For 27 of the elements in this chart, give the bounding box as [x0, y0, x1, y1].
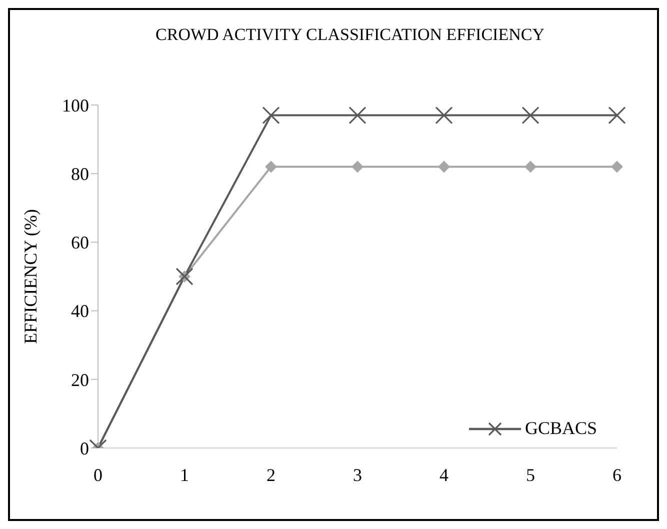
point [348, 106, 366, 124]
x-tick-label: 6 [612, 464, 622, 485]
point [262, 106, 280, 124]
point [608, 106, 626, 124]
point [522, 106, 540, 124]
y-tick-label: 80 [71, 164, 89, 184]
x-tick-label: 1 [180, 464, 189, 485]
point [265, 160, 277, 173]
y-tick-label: 20 [71, 370, 89, 390]
point [611, 160, 623, 173]
chart-title: CROWD ACTIVITY CLASSIFICATION EFFICIENCY [154, 24, 546, 46]
x-tick-label: 2 [266, 464, 276, 485]
point [524, 160, 536, 173]
y-tick-label: 100 [62, 95, 89, 116]
legend-label: GCBACS [524, 418, 597, 439]
point [435, 106, 453, 124]
x-tick-label: 4 [440, 464, 448, 485]
y-tick-label: 60 [71, 232, 89, 253]
x-tick-label: 0 [94, 464, 102, 485]
point [176, 268, 194, 286]
y-tick-label: 0 [80, 438, 89, 458]
y-tick-label: 40 [71, 301, 89, 322]
x-tick-label: 3 [353, 464, 362, 485]
y-axis-title: EFFICIENCY (%) [20, 209, 40, 344]
point [352, 160, 364, 173]
x-tick-label: 5 [526, 464, 535, 485]
point [438, 160, 450, 173]
